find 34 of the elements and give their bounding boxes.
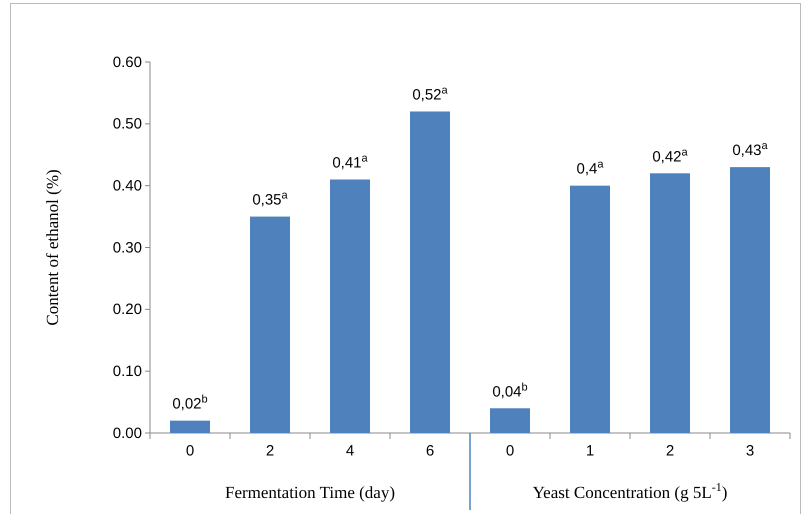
data-label: 0,4$^{a}$ <box>576 158 604 178</box>
bar <box>170 420 210 433</box>
bar <box>250 216 290 433</box>
data-label: 0,04$^{b}$ <box>492 381 528 400</box>
y-tick-label: 0.40 <box>112 177 142 194</box>
data-label: 0,52$^{a}$ <box>412 84 449 104</box>
x-tick-label: 4 <box>346 442 354 460</box>
y-tick-label: 0.30 <box>112 239 142 256</box>
bar <box>410 111 450 433</box>
x-tick-label: 2 <box>666 442 674 460</box>
x-tick-label: 0 <box>506 442 514 460</box>
data-label: 0,02$^{b}$ <box>172 394 208 413</box>
bar <box>730 167 770 433</box>
y-tick-label: 0.10 <box>112 362 142 380</box>
bar <box>650 173 690 433</box>
y-axis-title: Content of ethanol (%) <box>43 169 62 326</box>
x-tick-label: 1 <box>586 442 594 460</box>
data-label: 0,35$^{a}$ <box>252 190 289 209</box>
bar <box>330 179 370 433</box>
y-tick-label: 0.60 <box>112 54 142 71</box>
text: Yeast Concentration (g 5L$^{-1}$) <box>532 480 728 502</box>
text: Fermentation Time (day) <box>225 483 395 502</box>
data-label: 0,41$^{a}$ <box>332 152 369 172</box>
x-tick-label: 2 <box>266 442 274 460</box>
data-label: 0,42$^{a}$ <box>652 146 689 166</box>
y-tick-label: 0.00 <box>112 424 142 442</box>
x-tick-label: 3 <box>746 442 754 460</box>
x-tick-label: 6 <box>426 442 434 460</box>
bar <box>570 186 610 433</box>
y-tick-label: 0.50 <box>112 116 142 133</box>
y-tick-label: 0.20 <box>112 301 142 318</box>
data-label: 0,43$^{a}$ <box>732 140 769 160</box>
bar <box>490 408 530 433</box>
x-tick-label: 0 <box>186 442 194 460</box>
